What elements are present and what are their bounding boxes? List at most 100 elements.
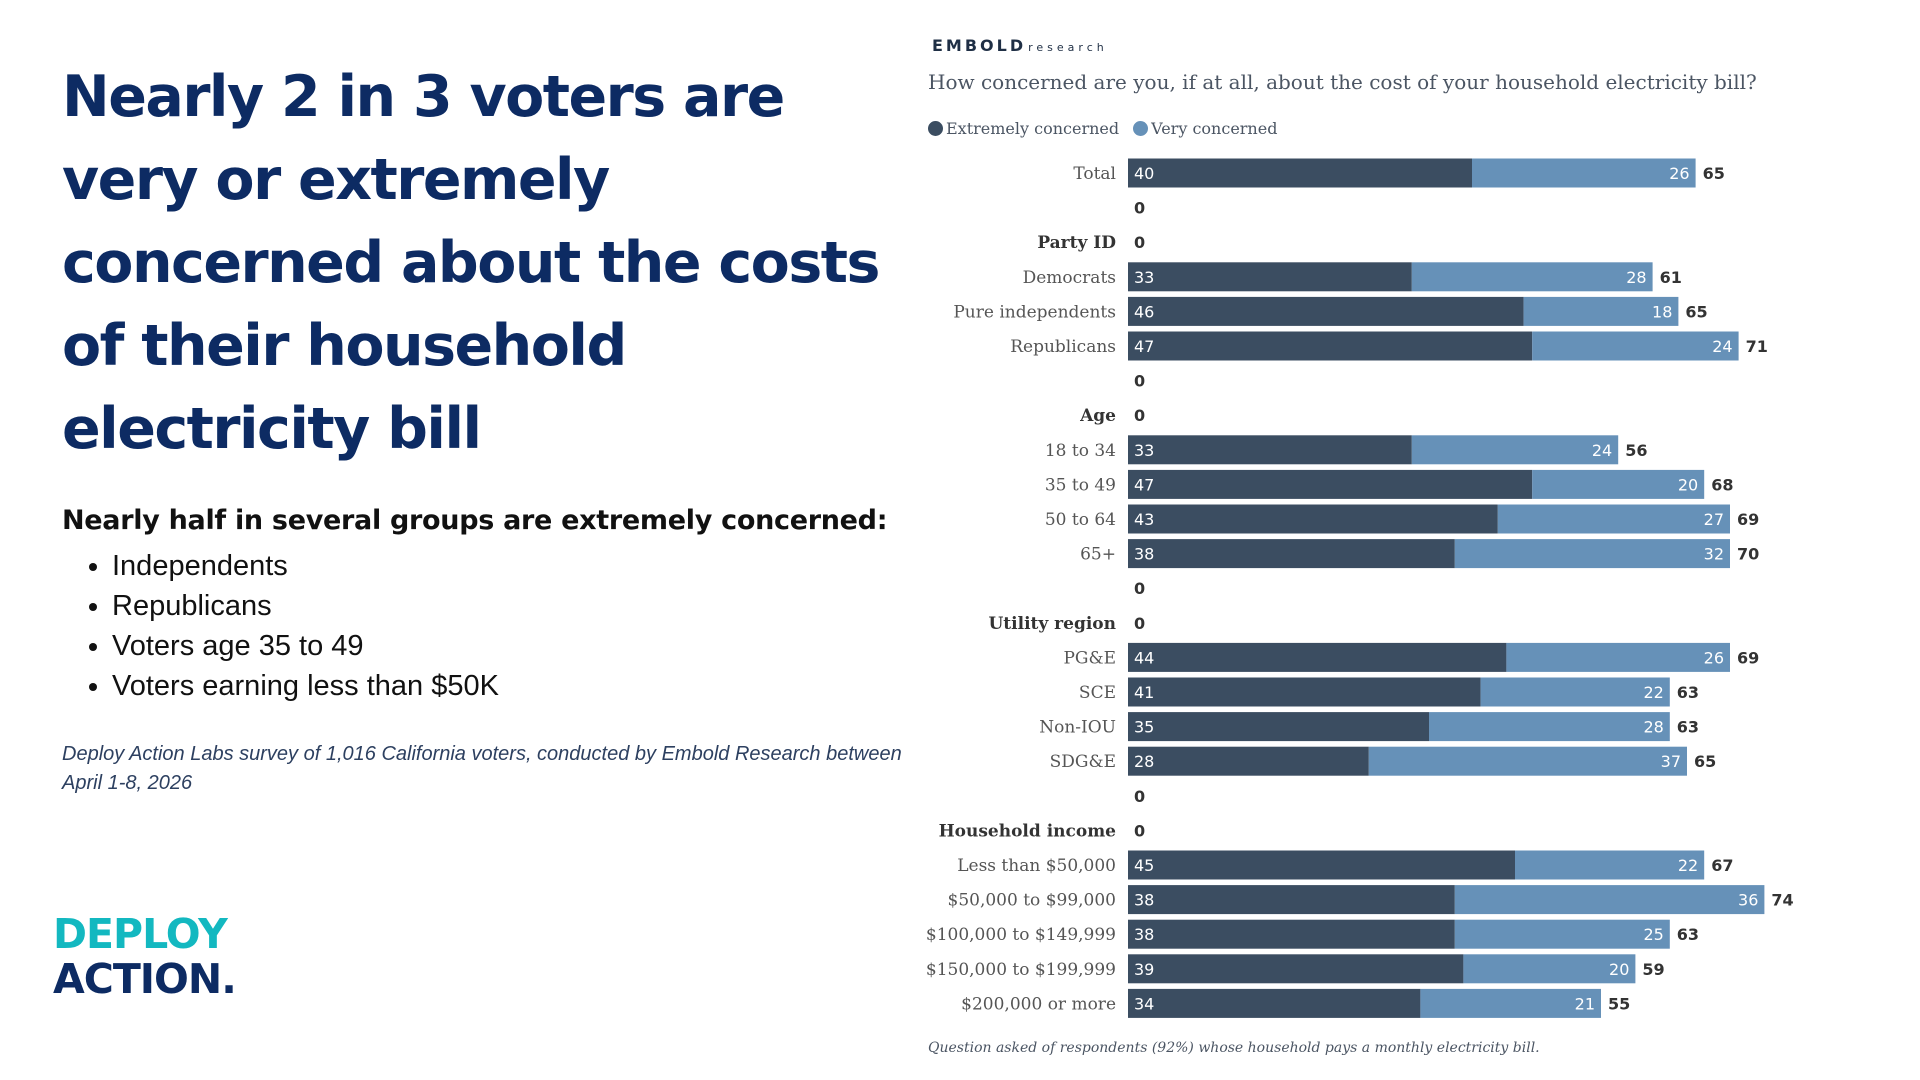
total-label: 0 [1134, 787, 1145, 806]
bullet-item: Independents [112, 546, 892, 586]
total-label: 71 [1746, 337, 1768, 356]
bar-extremely-concerned [1128, 677, 1481, 707]
bar-very-concerned [1532, 331, 1739, 361]
bar-very-concerned [1411, 435, 1619, 465]
bar-extremely-concerned [1128, 504, 1498, 534]
bullet-list: Independents Republicans Voters age 35 t… [62, 546, 892, 706]
legend-swatch-extremely [928, 121, 943, 136]
total-label: 63 [1677, 925, 1699, 944]
bar-extremely-concerned [1128, 158, 1472, 188]
row-label: SDG&E [1050, 752, 1116, 772]
data-label-very: 20 [1609, 960, 1629, 979]
subhead: Nearly half in several groups are extrem… [62, 505, 888, 536]
row-label: Non-IOU [1039, 718, 1116, 738]
bar-extremely-concerned [1128, 469, 1533, 499]
row-label: Total [1073, 164, 1116, 184]
data-label-very: 36 [1738, 891, 1758, 910]
data-label-extremely: 47 [1134, 337, 1154, 356]
bar-extremely-concerned [1128, 712, 1429, 742]
data-label-very: 28 [1643, 718, 1663, 737]
data-label-very: 22 [1643, 683, 1663, 702]
legend-label-very: Very concerned [1151, 119, 1278, 138]
data-label-very: 37 [1661, 752, 1681, 771]
total-label: 0 [1134, 579, 1145, 598]
logo-line-1: DEPLOY [53, 910, 228, 958]
row-label: Democrats [1023, 268, 1116, 288]
bar-very-concerned [1472, 158, 1696, 188]
bar-very-concerned [1411, 262, 1653, 292]
bar-extremely-concerned [1128, 296, 1524, 326]
data-label-extremely: 46 [1134, 302, 1154, 321]
total-label: 69 [1737, 510, 1759, 529]
total-label: 56 [1625, 441, 1647, 460]
bar-extremely-concerned [1128, 919, 1455, 949]
total-label: 68 [1711, 475, 1733, 494]
data-label-extremely: 47 [1134, 475, 1154, 494]
data-label-extremely: 28 [1134, 752, 1154, 771]
bar-extremely-concerned [1128, 885, 1455, 915]
bar-extremely-concerned [1128, 262, 1412, 292]
data-label-extremely: 40 [1134, 164, 1154, 183]
row-label: $200,000 or more [961, 994, 1116, 1014]
data-label-very: 27 [1704, 510, 1724, 529]
total-label: 70 [1737, 545, 1759, 564]
legend-swatch-very [1133, 121, 1149, 136]
total-label: 67 [1711, 856, 1733, 875]
category-header-label: Party ID [1037, 233, 1116, 253]
deploy-action-logo: DEPLOY ACTION. [53, 910, 237, 1003]
data-label-very: 26 [1669, 164, 1689, 183]
slide-text-panel: Nearly 2 in 3 voters are very or extreme… [62, 56, 902, 798]
row-label: 35 to 49 [1045, 475, 1116, 495]
bar-extremely-concerned [1128, 642, 1507, 672]
bar-very-concerned [1515, 850, 1705, 880]
total-label: 65 [1685, 302, 1707, 321]
bar-very-concerned [1454, 539, 1730, 569]
bar-very-concerned [1532, 469, 1705, 499]
row-label: PG&E [1063, 648, 1116, 668]
bar-very-concerned [1480, 677, 1670, 707]
logo-dot: . [221, 955, 237, 1003]
bar-extremely-concerned [1128, 331, 1533, 361]
data-label-extremely: 45 [1134, 856, 1154, 875]
bar-extremely-concerned [1128, 539, 1455, 569]
chart-footnote: Question asked of respondents (92%) whos… [928, 1040, 1540, 1056]
data-label-very: 26 [1704, 648, 1724, 667]
headline: Nearly 2 in 3 voters are very or extreme… [62, 64, 880, 462]
data-label-extremely: 38 [1134, 891, 1154, 910]
row-label: 65+ [1080, 545, 1116, 565]
data-label-very: 20 [1678, 475, 1698, 494]
data-label-very: 25 [1643, 925, 1663, 944]
data-label-very: 18 [1652, 302, 1672, 321]
stacked-bar-chart: Total 40 26 65 0 Party ID 0 Democrats 33 28 61 Pure… [926, 158, 1794, 1018]
total-label: 55 [1608, 994, 1630, 1013]
data-label-extremely: 33 [1134, 441, 1154, 460]
total-label: 59 [1642, 960, 1664, 979]
category-header-label: Utility region [988, 614, 1116, 634]
bar-extremely-concerned [1128, 746, 1369, 776]
bar-very-concerned [1429, 712, 1670, 742]
bullet-item: Republicans [112, 586, 892, 626]
bar-very-concerned [1420, 988, 1601, 1018]
row-label: Republicans [1010, 337, 1116, 357]
bar-very-concerned [1497, 504, 1730, 534]
data-label-extremely: 33 [1134, 268, 1154, 287]
data-label-extremely: 43 [1134, 510, 1154, 529]
total-label: 0 [1134, 233, 1145, 252]
legend-item-extremely: Extremely concerned [928, 119, 1119, 138]
total-label: 69 [1737, 648, 1759, 667]
data-label-extremely: 39 [1134, 960, 1154, 979]
total-label: 0 [1134, 614, 1145, 633]
data-label-extremely: 44 [1134, 648, 1154, 667]
total-label: 63 [1677, 718, 1699, 737]
row-label: Less than $50,000 [957, 856, 1116, 876]
data-label-very: 24 [1712, 337, 1732, 356]
data-label-extremely: 38 [1134, 925, 1154, 944]
data-label-extremely: 34 [1134, 994, 1154, 1013]
row-label: $150,000 to $199,999 [926, 960, 1116, 980]
bar-extremely-concerned [1128, 850, 1515, 880]
total-label: 65 [1703, 164, 1725, 183]
data-label-extremely: 41 [1134, 683, 1154, 702]
data-label-very: 24 [1592, 441, 1612, 460]
total-label: 63 [1677, 683, 1699, 702]
legend-item-very: Very concerned [1133, 119, 1277, 138]
